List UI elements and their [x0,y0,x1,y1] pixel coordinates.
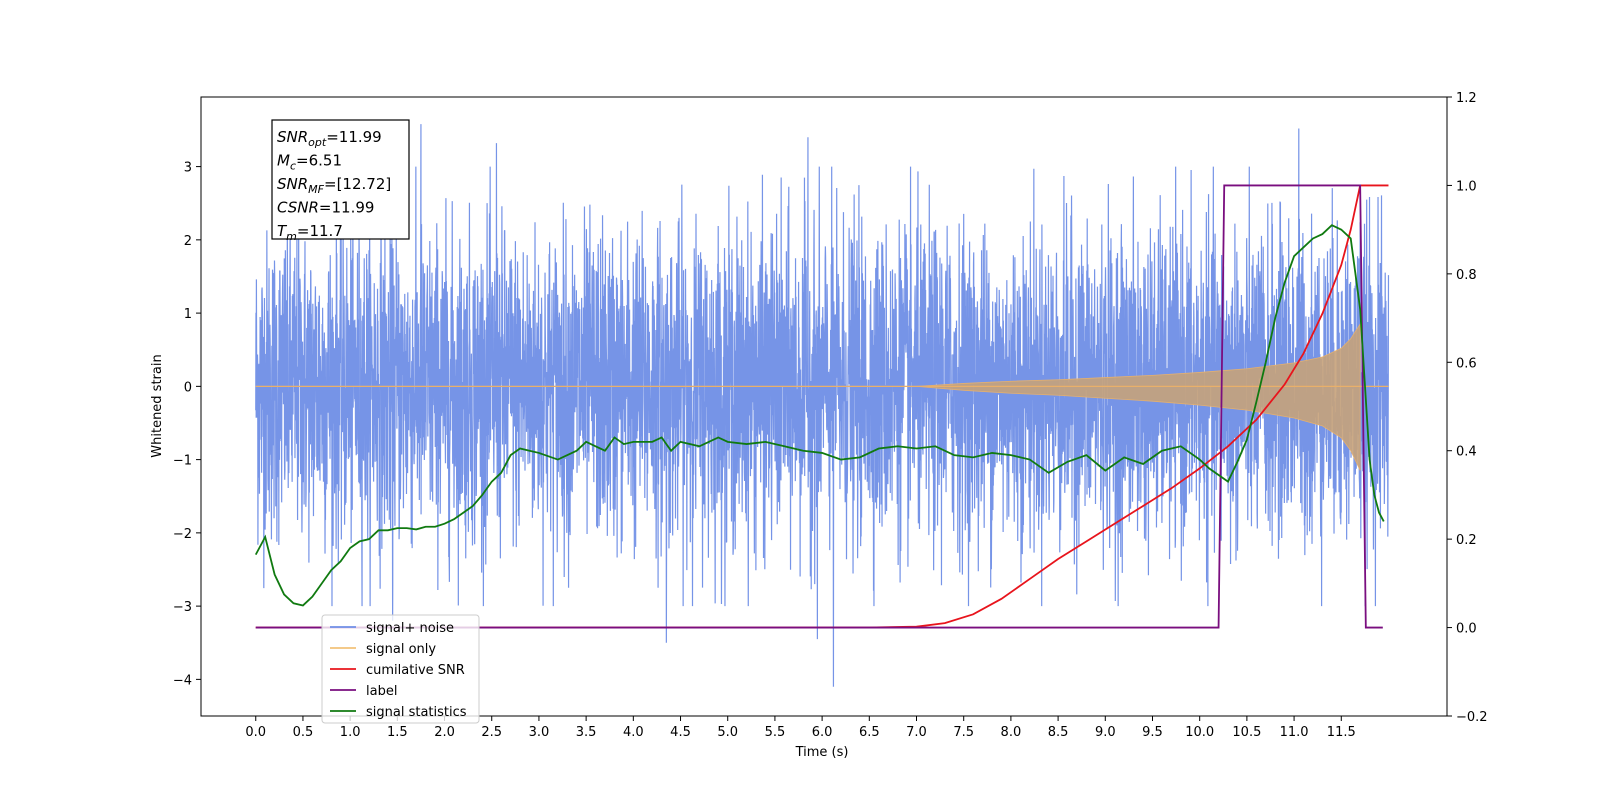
annotation-line: Mc=6.51 [277,152,342,173]
x-tick-label: 0.5 [293,725,314,740]
y-axis-label: Whitened strain [150,354,165,457]
y-left-tick-label: 3 [184,161,192,176]
y-left-tick-label: −1 [173,454,192,469]
y-right-tick-label: 1.0 [1456,179,1477,194]
legend-label: label [366,684,397,699]
x-tick-label: 7.5 [953,725,974,740]
y-right-tick-label: 1.2 [1456,91,1477,106]
x-tick-label: 8.5 [1048,725,1069,740]
series-label-line [255,184,1383,629]
x-tick-label: 9.0 [1095,725,1116,740]
x-tick-label: 3.0 [529,725,550,740]
y-left-tick-label: −4 [173,673,192,688]
legend-label: signal only [366,642,436,657]
x-tick-label: 5.5 [765,725,786,740]
legend-label: cumilative SNR [366,663,465,678]
x-tick-label: 6.0 [812,725,833,740]
series-signal-only-envelope [255,322,1361,471]
x-tick-label: 11.5 [1327,725,1356,740]
x-tick-label: 4.5 [670,725,691,740]
y-left-tick-label: 2 [184,234,192,249]
series-cumilative-snr-line [255,184,1389,629]
x-tick-label: 1.0 [340,725,361,740]
x-tick-label: 4.0 [623,725,644,740]
series-signal-statistics-line [254,224,1385,607]
x-tick-label: 0.0 [245,725,266,740]
y-left-tick-label: 1 [184,307,192,322]
legend-label: signal statistics [366,705,467,720]
x-tick-label: 10.0 [1185,725,1214,740]
x-axis: 0.0 0.5 1.0 1.5 2.0 2.5 3.0 3.5 4.0 4.5 5.0 5.5 6.0 6… [245,716,1356,740]
y-right-tick-label: 0.8 [1456,268,1477,283]
y-right-tick-label: 0.2 [1456,533,1477,548]
y-right-tick-label: 0.6 [1456,356,1477,371]
legend-frame [321,614,480,724]
x-tick-label: 5.0 [717,725,738,740]
x-tick-label: 11.0 [1280,725,1309,740]
y-right-tick-label: −0.2 [1456,710,1488,725]
x-tick-label: 6.5 [859,725,880,740]
x-tick-label: 7.0 [906,725,927,740]
y-right-tick-label: 0.4 [1456,445,1477,460]
y-left-tick-label: 0 [184,380,192,395]
legend-label: signal+ noise [366,621,454,636]
x-axis-label: Time (s) [795,745,849,760]
x-tick-label: 2.0 [434,725,455,740]
plot-frame [200,96,1448,717]
plot-area [254,124,1390,687]
x-tick-label: 10.5 [1232,725,1261,740]
y-axis-right: 1.2 1.0 0.8 0.6 0.4 0.2 0.0 −0.2 [1447,91,1488,725]
y-left-tick-label: −3 [173,600,192,615]
y-right-tick-label: 0.0 [1456,622,1477,637]
x-tick-label: 2.5 [481,725,502,740]
y-left-tick-label: −2 [173,527,192,542]
x-tick-label: 3.5 [576,725,597,740]
x-tick-label: 8.0 [1001,725,1022,740]
annotation-box-frame [271,119,410,240]
legend: signal+ noise signal only cumilative SNR la… [321,614,480,724]
x-tick-label: 1.5 [387,725,408,740]
y-axis-left: 3 2 1 0 −1 −2 −3 −4 [173,161,201,688]
annotation-line: SNRopt=11.99 [277,128,382,149]
annotation-line: Tm=11.7 [277,222,343,243]
annotation-line: CSNR=11.99 [277,199,374,217]
x-tick-label: 9.5 [1142,725,1163,740]
annotation-line: SNRMF=[12.72] [277,175,391,196]
